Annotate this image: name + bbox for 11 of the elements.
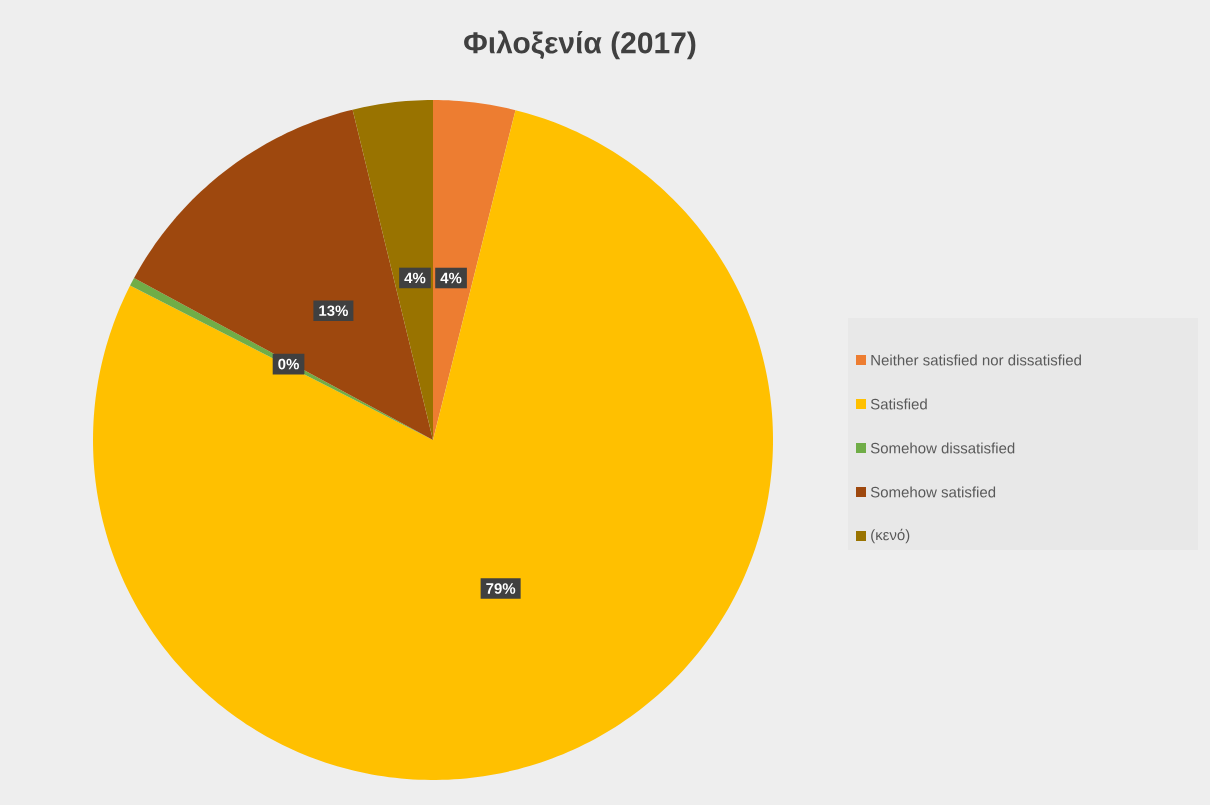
data-label: 13% — [319, 305, 348, 317]
chart-title: Φιλοξενία (2017) — [464, 30, 696, 60]
data-label: 0% — [278, 358, 299, 370]
data-label: 4% — [404, 272, 426, 284]
legend-label: Neither satisfied nor dissatisfied — [871, 354, 1081, 366]
data-label: 4% — [440, 272, 462, 284]
legend-label: Satisfied — [870, 398, 927, 410]
legend-label: Somehow satisfied — [870, 486, 996, 498]
legend-label: (κενό) — [871, 528, 910, 544]
data-label: 79% — [486, 583, 516, 594]
legend-label: Somehow dissatisfied — [870, 442, 1015, 454]
